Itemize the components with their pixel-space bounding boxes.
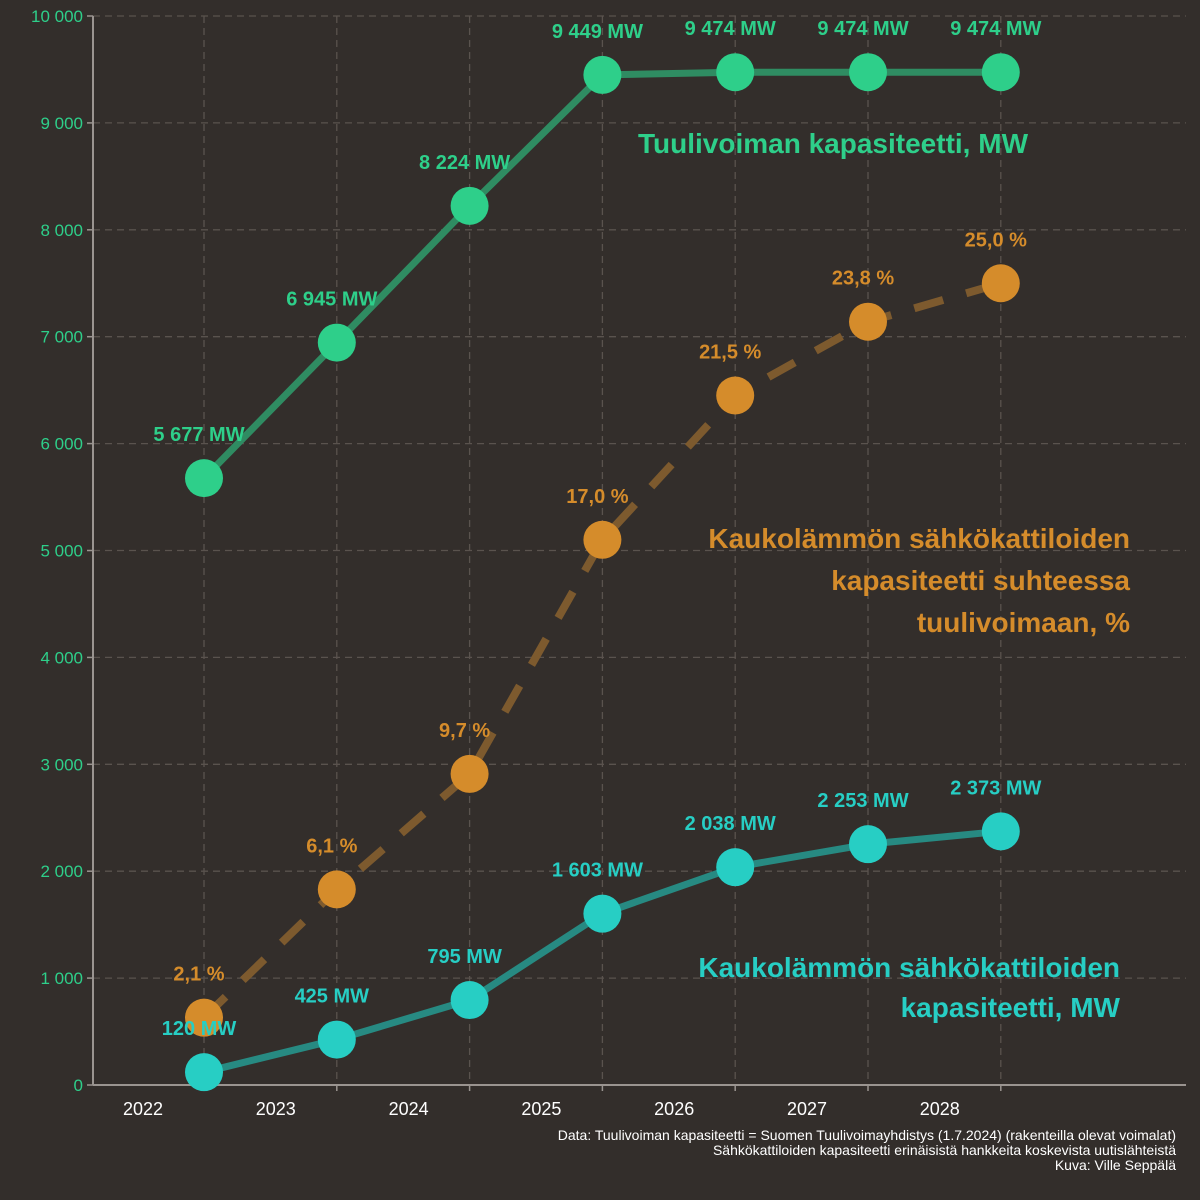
data-label-s2-1: 425 MW <box>295 986 370 1008</box>
data-point-s2-4 <box>716 848 755 887</box>
data-point-s1-4 <box>716 376 755 415</box>
data-label-s0-4: 9 474 MW <box>685 18 776 40</box>
data-point-s0-1 <box>317 323 356 362</box>
data-label-s2-0: 120 MW <box>162 1018 237 1040</box>
data-point-s1-2 <box>450 754 489 793</box>
y-tick-label: 7 000 <box>40 328 83 347</box>
data-point-s0-5 <box>849 53 887 92</box>
data-label-s1-4: 21,5 % <box>699 341 761 363</box>
credits-boiler-source: Sähkökattiloiden kapasiteetti erinäisist… <box>712 1142 1176 1158</box>
series-name-s1-line0: Kaukolämmön sähkökattiloiden <box>708 523 1130 554</box>
data-label-s1-3: 17,0 % <box>566 486 628 508</box>
data-label-s1-0: 2,1 % <box>173 964 224 986</box>
x-tick-label: 2026 <box>654 1099 694 1119</box>
data-point-s1-6 <box>981 264 1020 303</box>
data-point-s2-1 <box>317 1020 356 1059</box>
data-label-s2-3: 1 603 MW <box>552 860 643 882</box>
data-point-s1-0 <box>185 998 223 1037</box>
data-point-s2-3 <box>583 894 622 933</box>
data-point-s2-5 <box>849 825 887 864</box>
data-point-s1-3 <box>583 520 622 559</box>
y-tick-label: 8 000 <box>40 221 83 240</box>
data-label-s2-2: 795 MW <box>427 946 502 968</box>
x-tick-label: 2024 <box>389 1099 429 1119</box>
data-label-s1-6: 25,0 % <box>965 229 1027 251</box>
y-tick-label: 9 000 <box>40 114 83 133</box>
credits-author: Kuva: Ville Seppälä <box>1054 1157 1176 1173</box>
y-tick-label: 4 000 <box>40 648 83 667</box>
series-name-s0-line0: Tuulivoiman kapasiteetti, MW <box>638 128 1029 159</box>
data-label-s2-6: 2 373 MW <box>950 777 1041 799</box>
data-label-s2-4: 2 038 MW <box>685 813 776 835</box>
data-label-s2-5: 2 253 MW <box>817 790 908 812</box>
data-label-s1-5: 23,8 % <box>832 268 894 290</box>
series-name-s2-line1: kapasiteetti, MW <box>901 992 1121 1023</box>
data-point-s2-0 <box>185 1053 223 1092</box>
data-point-s0-0 <box>185 459 223 498</box>
data-label-s0-5: 9 474 MW <box>817 18 908 40</box>
credits: Data: Tuulivoiman kapasiteetti = Suomen … <box>558 1128 1176 1173</box>
credits-data-source: Data: Tuulivoiman kapasiteetti = Suomen … <box>557 1127 1176 1143</box>
data-label-s0-2: 8 224 MW <box>419 152 510 174</box>
y-tick-label: 6 000 <box>40 435 83 454</box>
y-tick-label: 5 000 <box>40 542 83 561</box>
data-label-s0-6: 9 474 MW <box>950 18 1041 40</box>
x-tick-label: 2025 <box>521 1099 561 1119</box>
y-tick-label: 0 <box>74 1076 83 1095</box>
data-point-s1-1 <box>317 870 356 909</box>
series-name-s2-line0: Kaukolämmön sähkökattiloiden <box>698 952 1120 983</box>
x-tick-label: 2028 <box>920 1099 960 1119</box>
data-label-s0-3: 9 449 MW <box>552 21 643 43</box>
data-point-s0-6 <box>981 53 1020 92</box>
data-point-s0-4 <box>716 53 755 92</box>
data-label-s0-0: 5 677 MW <box>153 424 244 446</box>
data-point-s1-5 <box>849 302 887 341</box>
data-point-s2-6 <box>981 812 1020 851</box>
data-label-s0-1: 6 945 MW <box>286 289 377 311</box>
y-tick-label: 1 000 <box>40 969 83 988</box>
data-point-s2-2 <box>450 981 489 1020</box>
data-point-s0-3 <box>583 55 622 94</box>
y-tick-label: 10 000 <box>31 7 83 26</box>
x-tick-label: 2023 <box>256 1099 296 1119</box>
data-label-s1-2: 9,7 % <box>439 720 490 742</box>
series-name-s1-line2: tuulivoimaan, % <box>917 607 1130 638</box>
data-point-s0-2 <box>450 186 489 225</box>
data-label-s1-1: 6,1 % <box>306 835 357 857</box>
x-tick-label: 2027 <box>787 1099 827 1119</box>
x-tick-label: 2022 <box>123 1099 163 1119</box>
series-name-s1-line1: kapasiteetti suhteessa <box>831 565 1130 596</box>
y-tick-label: 2 000 <box>40 862 83 881</box>
y-tick-label: 3 000 <box>40 755 83 774</box>
